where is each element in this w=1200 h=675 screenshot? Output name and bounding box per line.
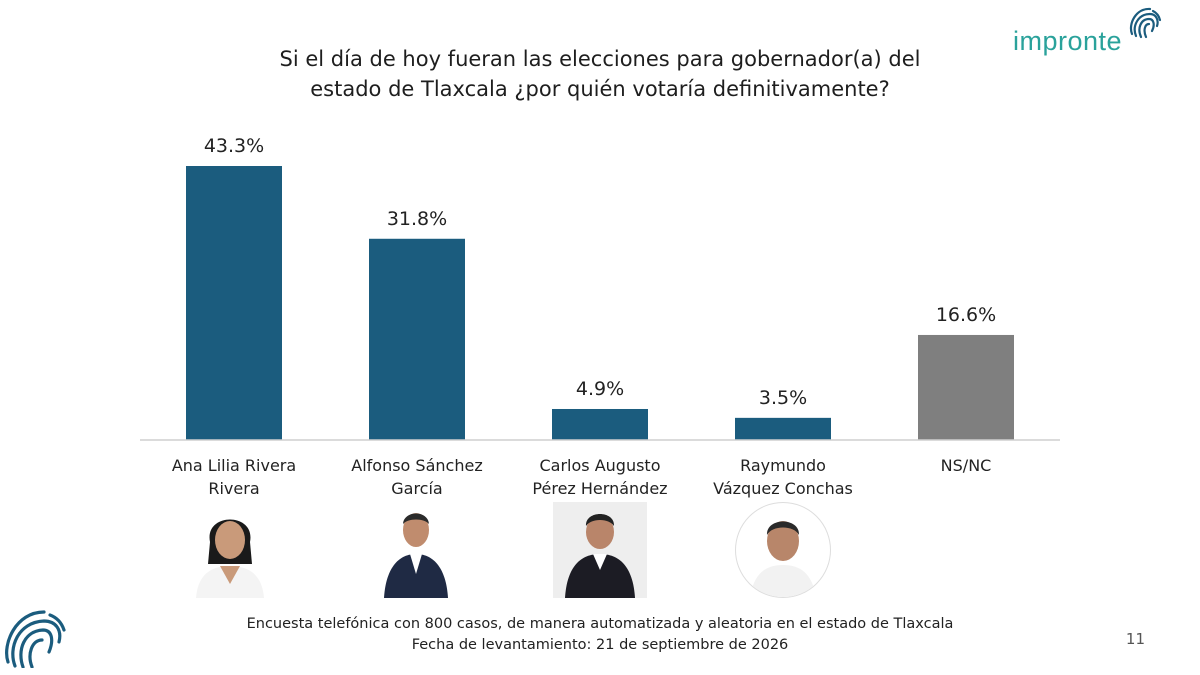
footnote-method: Encuesta telefónica con 800 casos, de ma… [246, 616, 954, 632]
fingerprint-corner-icon [5, 610, 66, 668]
value-label-carlos: 4.9% [576, 378, 624, 400]
chart-title-line-1: Si el día de hoy fueran las elecciones p… [279, 47, 921, 71]
candidate-photo-raymundo [735, 502, 831, 598]
value-label-raymundo: 3.5% [759, 387, 807, 409]
bar-carlos [552, 408, 648, 440]
category-label-alfonso: Alfonso Sánchez García [351, 456, 483, 498]
value-label-alfonso: 31.8% [387, 208, 447, 230]
candidate-photo-carlos [553, 502, 647, 598]
category-label-raymundo: Raymundo Vázquez Conchas [713, 456, 853, 498]
bar-raymundo [735, 417, 831, 440]
candidate-photo-ana [190, 502, 270, 598]
value-label-ana: 43.3% [204, 135, 264, 157]
bar-alfonso [369, 238, 465, 440]
brand-logo: impronte [982, 4, 1162, 64]
bar-nsnc [918, 334, 1014, 440]
chart-title: Si el día de hoy fueran las elecciones p… [200, 44, 1000, 104]
candidate-photo-alfonso [376, 502, 456, 598]
footnote-date: Fecha de levantamiento: 21 de septiembre… [411, 637, 789, 653]
bar-ana [186, 166, 282, 440]
bar-chart: 43.3% 31.8% 4.9% 3.5% 16.6% [140, 135, 1060, 441]
category-label-nsnc: NS/NC [940, 456, 992, 475]
category-label-carlos: Carlos Augusto Pérez Hernández [532, 456, 668, 498]
brand-name: impronte [1012, 26, 1122, 56]
category-label-ana: Ana Lilia Rivera Rivera [171, 456, 297, 498]
chart-title-line-2: estado de Tlaxcala ¿por quién votaría de… [310, 77, 890, 101]
fingerprint-logo-icon [1129, 7, 1162, 39]
page-number: 11 [1125, 630, 1145, 648]
survey-footnote: Encuesta telefónica con 800 casos, de ma… [150, 614, 1050, 656]
value-label-nsnc: 16.6% [936, 304, 996, 326]
